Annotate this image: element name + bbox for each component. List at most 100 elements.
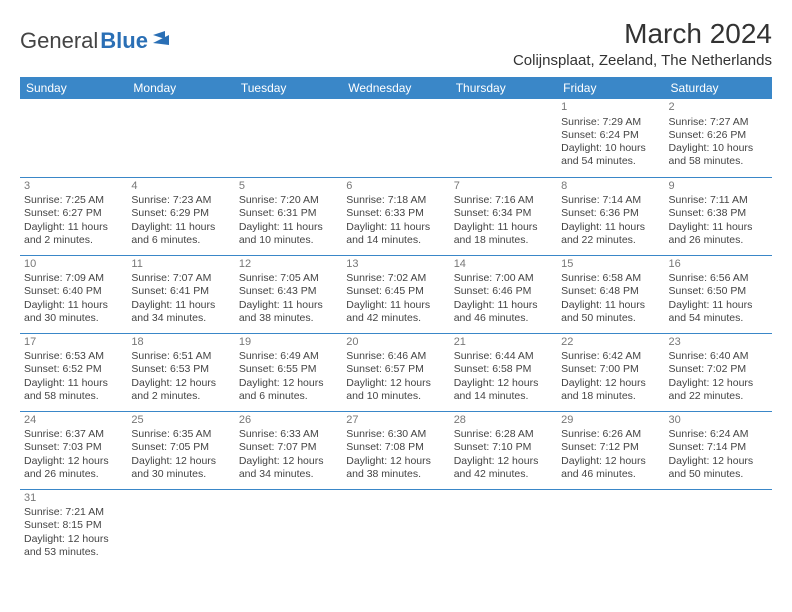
calendar-cell: 13Sunrise: 7:02 AMSunset: 6:45 PMDayligh… [342, 255, 449, 333]
calendar-cell: 5Sunrise: 7:20 AMSunset: 6:31 PMDaylight… [235, 177, 342, 255]
sunset-text: Sunset: 7:10 PM [454, 441, 553, 454]
sunrise-text: Sunrise: 6:46 AM [346, 350, 445, 363]
brand-general: General [20, 28, 98, 54]
sunset-text: Sunset: 6:50 PM [669, 285, 768, 298]
daylight-text: Daylight: 12 hours and 53 minutes. [24, 533, 123, 559]
sunrise-text: Sunrise: 7:09 AM [24, 272, 123, 285]
calendar-cell: 4Sunrise: 7:23 AMSunset: 6:29 PMDaylight… [127, 177, 234, 255]
calendar-week: 1Sunrise: 7:29 AMSunset: 6:24 PMDaylight… [20, 99, 772, 177]
sunrise-text: Sunrise: 6:53 AM [24, 350, 123, 363]
day-number: 24 [24, 414, 123, 428]
daylight-text: Daylight: 11 hours and 22 minutes. [561, 221, 660, 247]
sunrise-text: Sunrise: 6:35 AM [131, 428, 230, 441]
sunset-text: Sunset: 6:52 PM [24, 363, 123, 376]
calendar-cell: 6Sunrise: 7:18 AMSunset: 6:33 PMDaylight… [342, 177, 449, 255]
sunset-text: Sunset: 6:57 PM [346, 363, 445, 376]
day-header: Monday [127, 77, 234, 99]
day-number: 6 [346, 180, 445, 194]
sunset-text: Sunset: 7:05 PM [131, 441, 230, 454]
daylight-text: Daylight: 12 hours and 26 minutes. [24, 455, 123, 481]
calendar-cell [235, 489, 342, 567]
calendar-cell: 21Sunrise: 6:44 AMSunset: 6:58 PMDayligh… [450, 333, 557, 411]
calendar-cell: 7Sunrise: 7:16 AMSunset: 6:34 PMDaylight… [450, 177, 557, 255]
sunrise-text: Sunrise: 6:58 AM [561, 272, 660, 285]
calendar-cell: 11Sunrise: 7:07 AMSunset: 6:41 PMDayligh… [127, 255, 234, 333]
day-number: 31 [24, 492, 123, 506]
title-block: March 2024 Colijnsplaat, Zeeland, The Ne… [513, 18, 772, 69]
daylight-text: Daylight: 12 hours and 50 minutes. [669, 455, 768, 481]
day-number: 26 [239, 414, 338, 428]
daylight-text: Daylight: 12 hours and 22 minutes. [669, 377, 768, 403]
day-number: 13 [346, 258, 445, 272]
page-header: General Blue March 2024 Colijnsplaat, Ze… [20, 18, 772, 69]
daylight-text: Daylight: 12 hours and 30 minutes. [131, 455, 230, 481]
calendar-cell: 3Sunrise: 7:25 AMSunset: 6:27 PMDaylight… [20, 177, 127, 255]
calendar-cell [342, 99, 449, 177]
sunset-text: Sunset: 6:46 PM [454, 285, 553, 298]
sunset-text: Sunset: 6:24 PM [561, 129, 660, 142]
day-number: 10 [24, 258, 123, 272]
day-number: 22 [561, 336, 660, 350]
sunrise-text: Sunrise: 6:44 AM [454, 350, 553, 363]
sunrise-text: Sunrise: 6:49 AM [239, 350, 338, 363]
calendar-cell: 27Sunrise: 6:30 AMSunset: 7:08 PMDayligh… [342, 411, 449, 489]
sunrise-text: Sunrise: 7:14 AM [561, 194, 660, 207]
calendar-cell: 17Sunrise: 6:53 AMSunset: 6:52 PMDayligh… [20, 333, 127, 411]
day-number: 17 [24, 336, 123, 350]
sunrise-text: Sunrise: 6:51 AM [131, 350, 230, 363]
month-title: March 2024 [513, 18, 772, 50]
sunrise-text: Sunrise: 6:40 AM [669, 350, 768, 363]
day-number: 5 [239, 180, 338, 194]
daylight-text: Daylight: 10 hours and 54 minutes. [561, 142, 660, 168]
day-number: 11 [131, 258, 230, 272]
daylight-text: Daylight: 11 hours and 34 minutes. [131, 299, 230, 325]
day-number: 21 [454, 336, 553, 350]
daylight-text: Daylight: 11 hours and 54 minutes. [669, 299, 768, 325]
day-number: 8 [561, 180, 660, 194]
daylight-text: Daylight: 12 hours and 18 minutes. [561, 377, 660, 403]
sunset-text: Sunset: 6:43 PM [239, 285, 338, 298]
day-header: Friday [557, 77, 664, 99]
day-header: Sunday [20, 77, 127, 99]
calendar-cell [665, 489, 772, 567]
day-header: Tuesday [235, 77, 342, 99]
day-number: 4 [131, 180, 230, 194]
daylight-text: Daylight: 11 hours and 58 minutes. [24, 377, 123, 403]
sunrise-text: Sunrise: 6:33 AM [239, 428, 338, 441]
sunrise-text: Sunrise: 7:11 AM [669, 194, 768, 207]
calendar-cell: 12Sunrise: 7:05 AMSunset: 6:43 PMDayligh… [235, 255, 342, 333]
calendar-cell: 22Sunrise: 6:42 AMSunset: 7:00 PMDayligh… [557, 333, 664, 411]
calendar-cell: 1Sunrise: 7:29 AMSunset: 6:24 PMDaylight… [557, 99, 664, 177]
calendar-cell: 9Sunrise: 7:11 AMSunset: 6:38 PMDaylight… [665, 177, 772, 255]
sunset-text: Sunset: 6:36 PM [561, 207, 660, 220]
calendar-cell: 20Sunrise: 6:46 AMSunset: 6:57 PMDayligh… [342, 333, 449, 411]
calendar-cell [235, 99, 342, 177]
brand-logo: General Blue [20, 28, 175, 54]
sunset-text: Sunset: 6:26 PM [669, 129, 768, 142]
daylight-text: Daylight: 12 hours and 38 minutes. [346, 455, 445, 481]
calendar-cell: 28Sunrise: 6:28 AMSunset: 7:10 PMDayligh… [450, 411, 557, 489]
sunrise-text: Sunrise: 7:00 AM [454, 272, 553, 285]
daylight-text: Daylight: 12 hours and 14 minutes. [454, 377, 553, 403]
sunrise-text: Sunrise: 7:16 AM [454, 194, 553, 207]
sunset-text: Sunset: 6:38 PM [669, 207, 768, 220]
day-number: 19 [239, 336, 338, 350]
calendar-cell [127, 489, 234, 567]
day-header: Saturday [665, 77, 772, 99]
sunrise-text: Sunrise: 7:18 AM [346, 194, 445, 207]
calendar-cell [450, 489, 557, 567]
calendar-cell: 24Sunrise: 6:37 AMSunset: 7:03 PMDayligh… [20, 411, 127, 489]
calendar-cell: 25Sunrise: 6:35 AMSunset: 7:05 PMDayligh… [127, 411, 234, 489]
day-number: 3 [24, 180, 123, 194]
daylight-text: Daylight: 12 hours and 10 minutes. [346, 377, 445, 403]
calendar-week: 3Sunrise: 7:25 AMSunset: 6:27 PMDaylight… [20, 177, 772, 255]
flag-icon [153, 31, 175, 52]
daylight-text: Daylight: 12 hours and 46 minutes. [561, 455, 660, 481]
sunrise-text: Sunrise: 7:02 AM [346, 272, 445, 285]
sunset-text: Sunset: 6:55 PM [239, 363, 338, 376]
day-number: 9 [669, 180, 768, 194]
day-number: 1 [561, 101, 660, 115]
calendar-cell [450, 99, 557, 177]
location-subtitle: Colijnsplaat, Zeeland, The Netherlands [513, 52, 772, 69]
sunset-text: Sunset: 6:45 PM [346, 285, 445, 298]
